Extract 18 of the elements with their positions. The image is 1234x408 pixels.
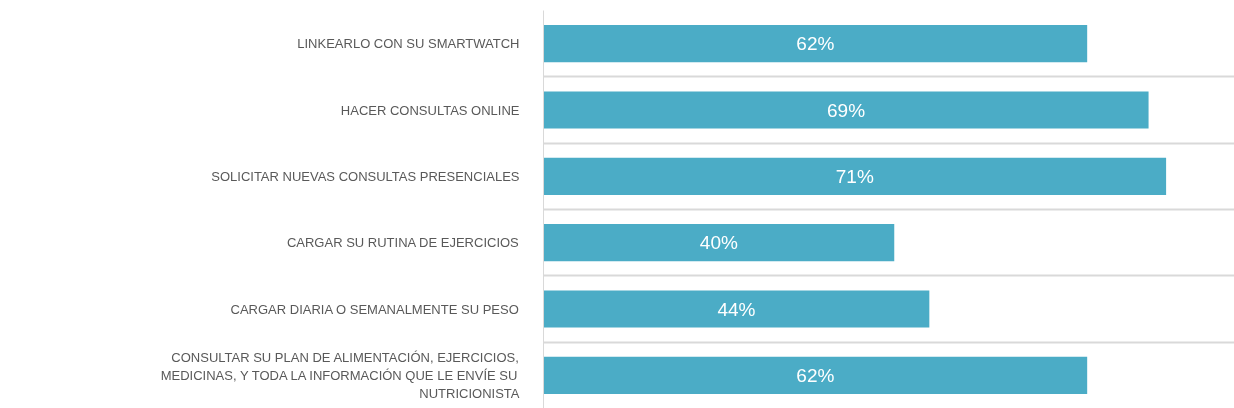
y-tick-label: CARGAR SU RUTINA DE EJERCICIOS — [286, 235, 520, 251]
data-label: 62% — [796, 364, 835, 386]
data-label: 69% — [827, 99, 866, 121]
y-tick-label: CARGAR DIARIA O SEMANALMENTE SU PESO — [230, 301, 519, 317]
data-label: 40% — [699, 232, 738, 254]
y-tick-label: LINKEARLO CON SU SMARTWATCH — [297, 36, 520, 52]
data-label: 62% — [796, 33, 835, 55]
y-tick-label: HACER CONSULTAS ONLINE — [340, 102, 520, 118]
data-label: 44% — [717, 298, 756, 320]
y-tick-label: CONSULTAR SU PLAN DE ALIMENTACIÓN, EJERCICIOS, MEDICINAS, Y TODA LA INFORMACIÓN QUE LE ENVÍE SU NUTRICIONISTA — [160, 349, 520, 401]
data-label: 71% — [835, 165, 874, 187]
bar — [543, 290, 930, 328]
bar — [543, 356, 1088, 394]
bar — [543, 224, 895, 262]
bar — [543, 25, 1088, 63]
y-tick-label: SOLICITAR NUEVAS CONSULTAS PRESENCIALES — [211, 168, 520, 184]
bar — [543, 157, 1167, 195]
bar — [543, 91, 1149, 129]
